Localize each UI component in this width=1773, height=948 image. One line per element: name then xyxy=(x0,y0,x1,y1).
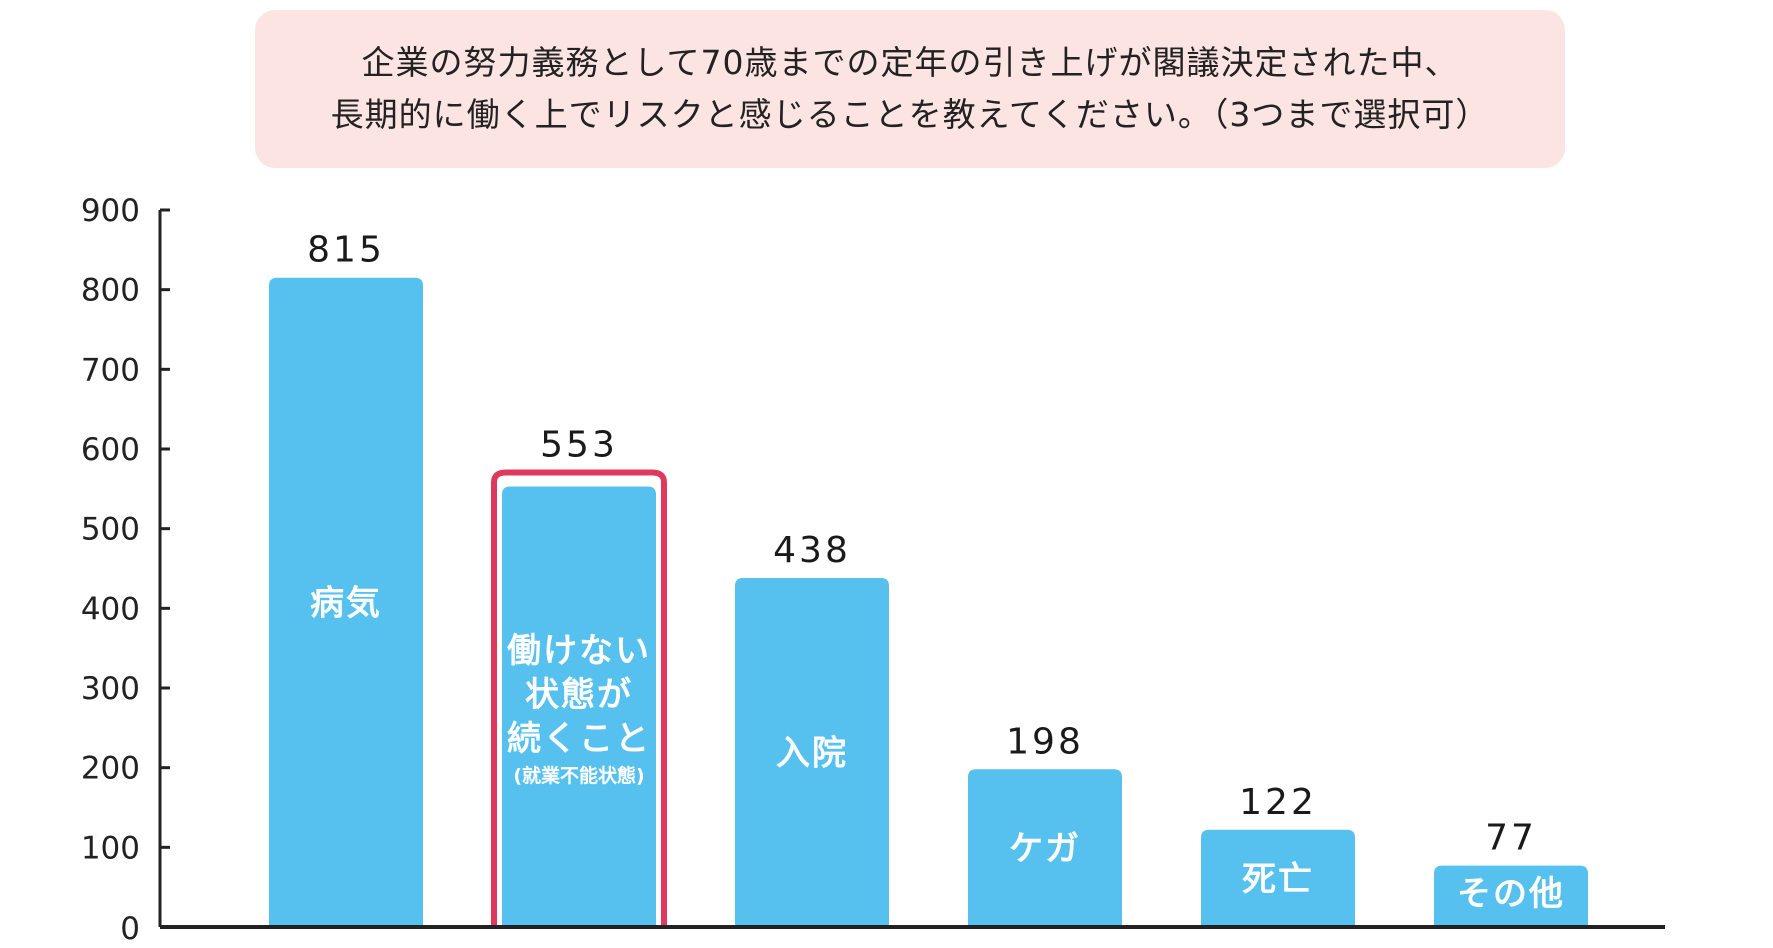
y-tick-label: 600 xyxy=(81,432,140,468)
bar-category-label: その他 xyxy=(1457,874,1565,914)
bar xyxy=(1201,829,1355,927)
y-tick-label: 800 xyxy=(81,273,140,309)
bar xyxy=(269,277,423,927)
bar-category-note: (就業不能状態) xyxy=(513,764,644,787)
question-box: 企業の努力義務として70歳までの定年の引き上げが閣議決定された中、 長期的に働く… xyxy=(255,10,1565,168)
bar-category-label-line: 続くこと xyxy=(507,719,651,759)
bar-category-label: 入院 xyxy=(776,734,848,774)
question-line-1: 企業の努力義務として70歳までの定年の引き上げが閣議決定された中、 xyxy=(361,43,1459,82)
bar-value-label: 122 xyxy=(1239,782,1317,823)
bar xyxy=(968,769,1122,927)
y-tick-label: 300 xyxy=(81,671,140,707)
bar-value-label: 198 xyxy=(1006,721,1084,762)
highlight-frame xyxy=(491,469,667,927)
bar xyxy=(735,578,889,927)
y-tick-label: 900 xyxy=(81,193,140,229)
bar-value-label: 815 xyxy=(307,230,385,271)
bar-value-label: 553 xyxy=(540,424,618,465)
bar xyxy=(1434,865,1588,927)
bar-category-label: ケガ xyxy=(1009,829,1081,869)
y-tick-label: 400 xyxy=(81,591,140,627)
bar-value-label: 77 xyxy=(1485,818,1537,859)
bar xyxy=(502,486,656,927)
y-tick-label: 100 xyxy=(81,830,140,866)
y-tick-label: 700 xyxy=(81,352,140,388)
bar-category-label: 病気 xyxy=(310,583,382,623)
bar-category-label-line: 働けない xyxy=(507,631,651,671)
y-tick-label: 200 xyxy=(81,751,140,787)
y-tick-label: 500 xyxy=(81,512,140,548)
bar-category-label-line: 状態が xyxy=(525,675,633,715)
question-line-2: 長期的に働く上でリスクと感じることを教えてください。（3つまで選択可） xyxy=(330,95,1490,134)
bar-category-label: 死亡 xyxy=(1242,859,1314,899)
y-tick-label: 0 xyxy=(120,911,140,947)
bar-value-label: 438 xyxy=(773,530,851,571)
